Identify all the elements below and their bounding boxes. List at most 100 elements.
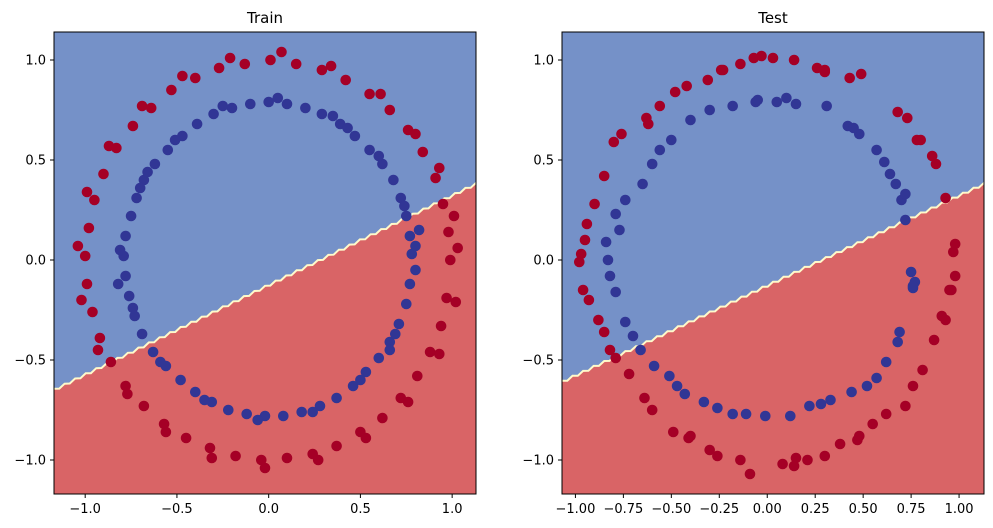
train-point-class-1 [79, 250, 91, 262]
test-point-class-0 [610, 208, 621, 220]
train-point-class-0 [307, 406, 319, 418]
train-point-class-0 [401, 298, 412, 310]
train-y-tick-label: −0.5 [14, 354, 46, 369]
train-point-class-1 [120, 380, 131, 392]
test-point-class-1 [593, 314, 604, 326]
test-point-class-1 [917, 364, 928, 376]
test-point-class-1 [880, 408, 892, 420]
train-point-class-1 [364, 88, 375, 100]
test-point-class-0 [790, 98, 802, 110]
train-series-class-0 [112, 92, 425, 426]
test-x-tick-label: 0.00 [753, 502, 782, 517]
train-point-class-1 [180, 432, 192, 444]
train-point-class-1 [92, 344, 104, 356]
test-point-class-0 [890, 178, 902, 190]
train-point-class-1 [89, 194, 100, 206]
train-point-class-0 [217, 100, 229, 112]
test-point-class-1 [911, 134, 923, 146]
train-point-class-0 [404, 230, 416, 242]
train-point-class-0 [123, 290, 135, 302]
test-point-class-0 [905, 266, 917, 278]
train-point-class-1 [122, 388, 133, 400]
train-point-class-1 [81, 278, 93, 290]
test-point-class-1 [575, 248, 587, 260]
train-point-class-1 [375, 88, 386, 100]
train-point-class-0 [349, 130, 361, 142]
test-point-class-0 [871, 372, 882, 384]
test-title: Test [757, 9, 788, 27]
train-x-tick-label: −0.5 [161, 502, 193, 517]
train-x-tick-label: −1.0 [69, 502, 101, 517]
test-point-class-1 [654, 100, 666, 112]
train-point-class-1 [76, 294, 87, 306]
test-point-class-0 [602, 254, 614, 266]
test-y-tick-label: 1.0 [533, 54, 554, 69]
train-point-class-1 [316, 64, 328, 76]
test-y-tick-label: −1.0 [522, 454, 554, 469]
train-point-class-0 [199, 394, 210, 406]
train-point-class-1 [377, 412, 388, 424]
test-point-class-1 [616, 128, 627, 140]
train-point-class-1 [450, 296, 462, 308]
train-panel: −1.0 −0.5 0.0 0.5 1.0 −1.0 −0.5 0.0 0.5 1.0 Train [14, 9, 477, 517]
test-point-class-1 [623, 368, 635, 380]
train-x-tick-label: 1.0 [442, 502, 463, 517]
train-y-tick-label: 0.5 [25, 154, 46, 169]
train-y-tick-label: 1.0 [25, 54, 46, 69]
train-point-class-0 [393, 318, 405, 330]
train-point-class-0 [120, 230, 131, 242]
train-point-class-0 [395, 192, 407, 204]
train-point-class-0 [223, 404, 234, 416]
train-point-class-0 [142, 166, 153, 178]
train-point-class-0 [245, 98, 256, 110]
test-x-tick-label: 0.50 [849, 502, 878, 517]
test-point-class-1 [717, 64, 729, 76]
test-point-class-1 [900, 400, 911, 412]
train-point-class-1 [360, 432, 372, 444]
train-point-class-1 [340, 74, 352, 86]
test-point-class-0 [614, 224, 625, 236]
train-point-class-0 [162, 144, 174, 156]
test-point-class-1 [610, 352, 621, 364]
test-point-class-1 [788, 54, 800, 66]
test-point-class-1 [681, 80, 692, 92]
train-point-class-1 [452, 242, 464, 254]
test-point-class-1 [735, 58, 746, 70]
test-point-class-0 [815, 398, 827, 410]
train-point-class-1 [441, 292, 452, 304]
test-point-class-1 [735, 454, 746, 466]
test-point-class-1 [940, 314, 951, 326]
test-point-class-0 [620, 194, 631, 206]
train-point-class-1 [206, 452, 218, 464]
train-point-class-1 [136, 100, 148, 112]
train-point-class-1 [331, 440, 342, 452]
train-point-class-0 [169, 134, 181, 146]
train-point-class-0 [281, 98, 293, 110]
test-point-class-0 [848, 122, 859, 134]
test-point-class-1 [646, 404, 658, 416]
train-point-class-1 [434, 348, 445, 360]
test-point-class-0 [752, 94, 763, 106]
test-point-class-1 [744, 468, 756, 480]
test-point-class-0 [648, 360, 660, 372]
test-x-tick-label: −0.75 [603, 502, 643, 517]
test-point-class-1 [892, 106, 903, 118]
test-point-class-0 [600, 236, 612, 248]
train-point-class-0 [401, 210, 412, 222]
train-point-class-0 [129, 310, 140, 322]
test-point-class-0 [846, 386, 857, 398]
test-axes-frame [561, 31, 985, 495]
train-point-class-1 [276, 46, 287, 58]
test-point-class-1 [669, 86, 681, 98]
test-point-class-1 [855, 68, 867, 80]
test-series-class-0 [600, 92, 921, 422]
test-point-class-1 [946, 284, 957, 296]
test-point-class-0 [821, 100, 832, 112]
train-point-class-0 [373, 150, 385, 162]
train-point-class-1 [259, 462, 271, 474]
test-point-class-1 [788, 460, 800, 472]
test-point-class-0 [871, 144, 882, 156]
test-point-class-1 [948, 246, 959, 258]
train-point-class-0 [355, 374, 366, 386]
